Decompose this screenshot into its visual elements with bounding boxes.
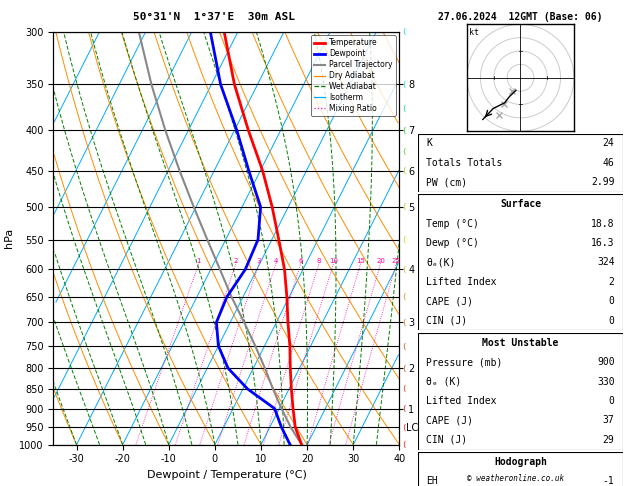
Text: 46: 46 <box>603 158 615 168</box>
Text: ⟨: ⟨ <box>403 202 406 211</box>
Text: ⟨: ⟨ <box>403 265 406 274</box>
Text: K: K <box>426 139 432 148</box>
Text: 10: 10 <box>329 258 338 263</box>
Text: ⟨: ⟨ <box>403 293 406 301</box>
Legend: Temperature, Dewpoint, Parcel Trajectory, Dry Adiabat, Wet Adiabat, Isotherm, Mi: Temperature, Dewpoint, Parcel Trajectory… <box>311 35 396 116</box>
Text: ⟨: ⟨ <box>403 104 406 113</box>
Text: 4: 4 <box>274 258 278 263</box>
Text: ⟨: ⟨ <box>403 126 406 135</box>
Text: EH: EH <box>426 476 438 486</box>
Text: ⟨: ⟨ <box>403 27 406 36</box>
Text: 2: 2 <box>609 277 615 287</box>
Text: ⟨: ⟨ <box>403 384 406 394</box>
Text: ⟨: ⟨ <box>403 364 406 373</box>
Text: 324: 324 <box>597 258 615 267</box>
Text: 15: 15 <box>356 258 365 263</box>
Text: ⟨: ⟨ <box>403 423 406 432</box>
Text: CAPE (J): CAPE (J) <box>426 416 474 425</box>
Text: © weatheronline.co.uk: © weatheronline.co.uk <box>467 474 564 483</box>
FancyBboxPatch shape <box>418 194 623 330</box>
Y-axis label: hPa: hPa <box>4 228 14 248</box>
Text: Surface: Surface <box>500 199 541 209</box>
Text: Dewp (°C): Dewp (°C) <box>426 238 479 248</box>
FancyBboxPatch shape <box>418 333 623 450</box>
Text: 0: 0 <box>609 396 615 406</box>
Text: Hodograph: Hodograph <box>494 457 547 467</box>
Text: 50°31'N  1°37'E  30m ASL: 50°31'N 1°37'E 30m ASL <box>133 12 295 22</box>
Text: 8: 8 <box>317 258 321 263</box>
Text: ⟨: ⟨ <box>403 318 406 327</box>
Text: 900: 900 <box>597 357 615 367</box>
Y-axis label: km
ASL: km ASL <box>431 227 449 249</box>
Text: θₑ (K): θₑ (K) <box>426 377 462 386</box>
Text: CIN (J): CIN (J) <box>426 435 467 445</box>
FancyBboxPatch shape <box>418 452 623 486</box>
Text: 20: 20 <box>376 258 385 263</box>
Text: 0: 0 <box>609 296 615 306</box>
Text: ⟨: ⟨ <box>403 80 406 89</box>
Text: ⟨: ⟨ <box>403 440 406 449</box>
Text: 0: 0 <box>609 316 615 326</box>
Text: ⟨: ⟨ <box>403 342 406 350</box>
Text: 1: 1 <box>196 258 201 263</box>
Text: Most Unstable: Most Unstable <box>482 338 559 347</box>
Text: Totals Totals: Totals Totals <box>426 158 503 168</box>
Text: 6: 6 <box>299 258 303 263</box>
Text: 24: 24 <box>603 139 615 148</box>
Text: Lifted Index: Lifted Index <box>426 396 497 406</box>
Text: 25: 25 <box>392 258 401 263</box>
X-axis label: Dewpoint / Temperature (°C): Dewpoint / Temperature (°C) <box>147 470 306 480</box>
Text: Pressure (mb): Pressure (mb) <box>426 357 503 367</box>
Text: Temp (°C): Temp (°C) <box>426 219 479 228</box>
Text: -1: -1 <box>603 476 615 486</box>
Text: CAPE (J): CAPE (J) <box>426 296 474 306</box>
Text: ⟨: ⟨ <box>403 235 406 244</box>
Text: CIN (J): CIN (J) <box>426 316 467 326</box>
Text: 18.8: 18.8 <box>591 219 615 228</box>
Text: LCL: LCL <box>406 423 424 433</box>
Text: 2.99: 2.99 <box>591 177 615 187</box>
Text: 3: 3 <box>257 258 261 263</box>
Text: θₑ(K): θₑ(K) <box>426 258 456 267</box>
Text: ⟨: ⟨ <box>403 404 406 413</box>
Text: 2: 2 <box>234 258 238 263</box>
Text: Lifted Index: Lifted Index <box>426 277 497 287</box>
Text: PW (cm): PW (cm) <box>426 177 467 187</box>
Text: ⟨: ⟨ <box>403 147 406 156</box>
Text: 330: 330 <box>597 377 615 386</box>
FancyBboxPatch shape <box>418 134 623 192</box>
Text: 16.3: 16.3 <box>591 238 615 248</box>
Text: kt: kt <box>469 28 479 36</box>
Text: ⟨: ⟨ <box>403 166 406 175</box>
Text: 27.06.2024  12GMT (Base: 06): 27.06.2024 12GMT (Base: 06) <box>438 12 603 22</box>
Text: 29: 29 <box>603 435 615 445</box>
Text: 37: 37 <box>603 416 615 425</box>
